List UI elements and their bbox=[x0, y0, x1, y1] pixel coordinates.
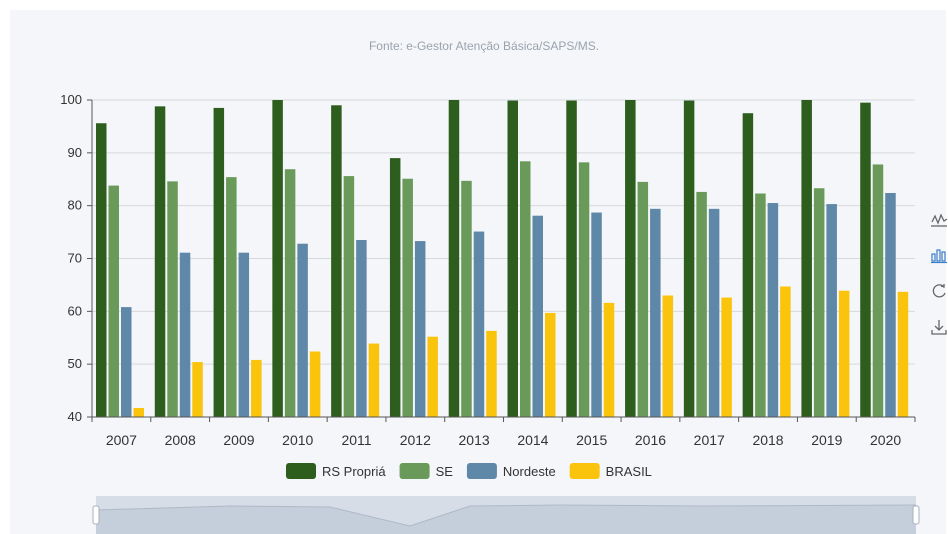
legend-swatch bbox=[286, 463, 316, 479]
y-tick-label: 70 bbox=[68, 251, 82, 266]
legend-swatch bbox=[399, 463, 430, 479]
legend-label: Nordeste bbox=[503, 464, 556, 479]
bar-2010-2 bbox=[284, 169, 296, 417]
bar-2013-1 bbox=[448, 100, 460, 417]
bar-2010-4 bbox=[309, 351, 321, 417]
bar-2011-2 bbox=[343, 176, 355, 417]
bar-2019-2 bbox=[813, 188, 825, 417]
x-tick-label: 2020 bbox=[870, 432, 901, 448]
y-tick-label: 50 bbox=[68, 356, 82, 371]
bar-2020-1 bbox=[860, 102, 871, 418]
bar-2015-2 bbox=[578, 162, 590, 417]
bar-2017-2 bbox=[696, 191, 707, 417]
bar-2017-1 bbox=[683, 100, 695, 418]
x-tick-label: 2019 bbox=[811, 432, 842, 448]
legend-swatch bbox=[466, 463, 497, 479]
x-tick-label: 2014 bbox=[517, 432, 548, 448]
bar-2008-1 bbox=[154, 106, 166, 417]
x-tick-label: 2012 bbox=[400, 432, 431, 448]
bar-2014-2 bbox=[520, 161, 531, 417]
bar-2013-2 bbox=[461, 180, 472, 417]
bar-2012-1 bbox=[389, 158, 401, 417]
x-tick-label: 2010 bbox=[282, 432, 313, 448]
legend-label: SE bbox=[436, 464, 454, 479]
source-note: Fonte: e-Gestor Atenção Básica/SAPS/MS. bbox=[369, 39, 599, 53]
bar-2019-1 bbox=[801, 100, 812, 417]
bar-2008-3 bbox=[179, 252, 191, 417]
bar-2017-4 bbox=[721, 297, 732, 417]
bar-2011-3 bbox=[356, 240, 367, 417]
bar-2020-2 bbox=[872, 164, 884, 417]
x-tick-label: 2015 bbox=[576, 432, 607, 448]
x-tick-label: 2013 bbox=[459, 432, 490, 448]
zoom-handle-left bbox=[92, 505, 100, 525]
bar-2007-3 bbox=[121, 307, 132, 417]
bar-2007-1 bbox=[96, 123, 107, 417]
bar-2014-4 bbox=[545, 312, 556, 417]
bar-2020-3 bbox=[885, 192, 896, 417]
bar-2016-4 bbox=[662, 295, 674, 417]
download-icon[interactable] bbox=[930, 318, 948, 336]
bar-2008-2 bbox=[167, 181, 178, 417]
bar-2012-4 bbox=[427, 336, 438, 417]
bar-2011-4 bbox=[368, 343, 380, 417]
bar-2010-3 bbox=[297, 243, 308, 417]
bar-2013-4 bbox=[486, 330, 497, 417]
bar-2018-4 bbox=[780, 286, 791, 417]
bar-2009-1 bbox=[213, 107, 225, 418]
bar-2019-4 bbox=[838, 290, 850, 417]
bar-2012-2 bbox=[402, 178, 413, 417]
line-chart-icon[interactable] bbox=[930, 210, 948, 228]
y-tick-label: 100 bbox=[60, 92, 82, 107]
bar-chart-icon[interactable] bbox=[930, 246, 948, 264]
bar-2015-4 bbox=[603, 302, 615, 417]
bar-2013-3 bbox=[473, 231, 485, 417]
bar-2014-1 bbox=[507, 100, 518, 418]
x-tick-label: 2011 bbox=[341, 432, 371, 448]
restore-icon[interactable] bbox=[930, 282, 948, 300]
bar-2012-3 bbox=[414, 241, 426, 417]
bar-2015-1 bbox=[566, 100, 577, 418]
bar-2018-2 bbox=[755, 193, 766, 417]
bar-2011-1 bbox=[331, 105, 342, 418]
x-tick-label: 2018 bbox=[752, 432, 783, 448]
legend: RS Propriá SE Nordeste BRASIL bbox=[286, 463, 652, 479]
x-tick-label: 2008 bbox=[165, 432, 196, 448]
bar-2007-4 bbox=[133, 408, 144, 417]
bar-2010-1 bbox=[272, 100, 283, 417]
legend-label: RS Propriá bbox=[322, 464, 386, 479]
y-tick-label: 60 bbox=[68, 303, 82, 318]
x-tick-label: 2016 bbox=[635, 432, 666, 448]
y-tick-label: 40 bbox=[68, 409, 82, 424]
y-tick-label: 90 bbox=[68, 145, 82, 160]
zoom-preview-line bbox=[95, 504, 917, 527]
bar-2020-4 bbox=[897, 291, 909, 417]
y-tick-label: 80 bbox=[68, 198, 82, 213]
data-zoom-slider[interactable] bbox=[92, 496, 920, 534]
x-tick-label: 2007 bbox=[106, 432, 137, 448]
bars bbox=[96, 100, 909, 418]
legend-label: BRASIL bbox=[606, 464, 652, 479]
bar-2014-3 bbox=[532, 215, 543, 417]
bar-2016-2 bbox=[637, 181, 649, 417]
x-tick-label: 2017 bbox=[694, 432, 725, 448]
bar-2019-3 bbox=[826, 204, 837, 417]
bar-2017-3 bbox=[708, 208, 720, 417]
bar-2009-2 bbox=[226, 177, 237, 417]
bar-2018-3 bbox=[767, 203, 779, 417]
bar-2015-3 bbox=[591, 212, 602, 417]
zoom-handle-right bbox=[912, 505, 920, 525]
bar-2008-4 bbox=[192, 362, 203, 417]
legend-swatch bbox=[569, 463, 600, 479]
bar-2007-2 bbox=[108, 185, 119, 417]
axes: 40 50 60 70 80 90 100 2007 2008 2009 2010 2011 2012 2… bbox=[60, 92, 916, 448]
zoom-preview-area bbox=[96, 505, 916, 534]
bar-2009-3 bbox=[238, 252, 250, 417]
bar-2016-1 bbox=[625, 100, 636, 417]
x-tick-label: 2009 bbox=[223, 432, 254, 448]
bar-2018-1 bbox=[742, 113, 754, 417]
bar-2016-3 bbox=[650, 208, 661, 417]
bar-2009-4 bbox=[251, 359, 262, 417]
